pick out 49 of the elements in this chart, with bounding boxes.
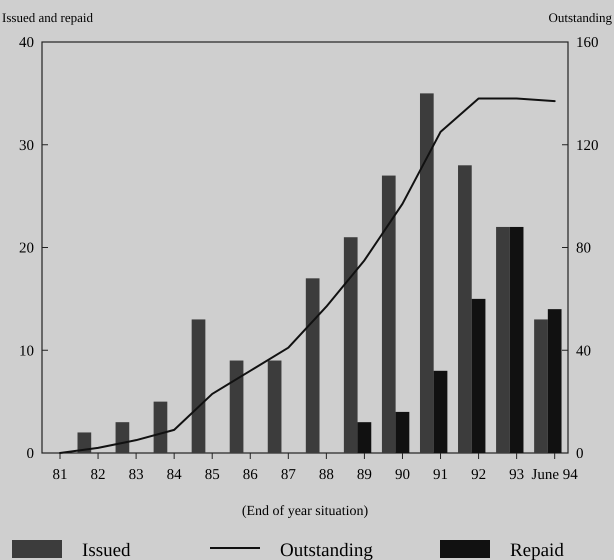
x-tick-label: 93	[509, 467, 524, 483]
line-series	[59, 98, 556, 454]
bar	[548, 309, 562, 453]
bar	[420, 93, 434, 453]
x-tick-label: June 94	[532, 467, 578, 483]
bar	[534, 319, 548, 453]
y2-tick-label: 160	[576, 35, 598, 51]
bar	[496, 226, 510, 453]
bar	[192, 319, 206, 453]
bar	[268, 360, 282, 453]
legend-label: Outstanding	[280, 540, 374, 560]
bar	[510, 226, 524, 453]
y2-axis-title: Outstanding	[548, 10, 612, 25]
bar	[434, 370, 448, 453]
legend-label: Repaid	[510, 540, 564, 560]
x-tick-label: 89	[356, 467, 372, 483]
bar	[116, 422, 130, 453]
x-tick-label: 86	[242, 467, 258, 483]
y-tick-label: 0	[26, 446, 34, 462]
y2-tick-label: 40	[576, 343, 591, 360]
y2-tick-label: 0	[576, 446, 584, 462]
y-tick-label: 10	[19, 343, 34, 360]
bar	[230, 360, 244, 453]
x-tick-label: 83	[128, 467, 144, 483]
x-axis-title: (End of year situation)	[242, 504, 369, 519]
y-axis-title: Issued and repaid	[2, 10, 94, 25]
bar	[344, 237, 358, 453]
bar	[396, 412, 410, 453]
x-tick-label: 91	[433, 467, 448, 483]
bar	[358, 422, 372, 453]
bar	[306, 278, 320, 453]
y-tick-label: 30	[19, 138, 34, 154]
x-tick-label: 87	[280, 467, 296, 483]
x-tick-label: 90	[394, 467, 410, 483]
legend-label: Issued	[82, 540, 132, 560]
x-tick-label: 82	[90, 467, 106, 483]
y2-tick-label: 80	[576, 240, 591, 256]
bar	[154, 402, 168, 453]
x-tick-label: 85	[204, 467, 220, 483]
y-tick-label: 20	[19, 240, 34, 256]
y-tick-label: 40	[19, 35, 34, 51]
bar	[382, 176, 396, 453]
y2-tick-label: 120	[576, 138, 598, 154]
bar	[472, 298, 486, 453]
x-tick-label: 84	[166, 467, 182, 483]
bar	[458, 165, 472, 453]
x-tick-label: 88	[318, 467, 334, 483]
x-tick-label: 81	[52, 467, 68, 483]
x-tick-label: 92	[471, 467, 486, 483]
